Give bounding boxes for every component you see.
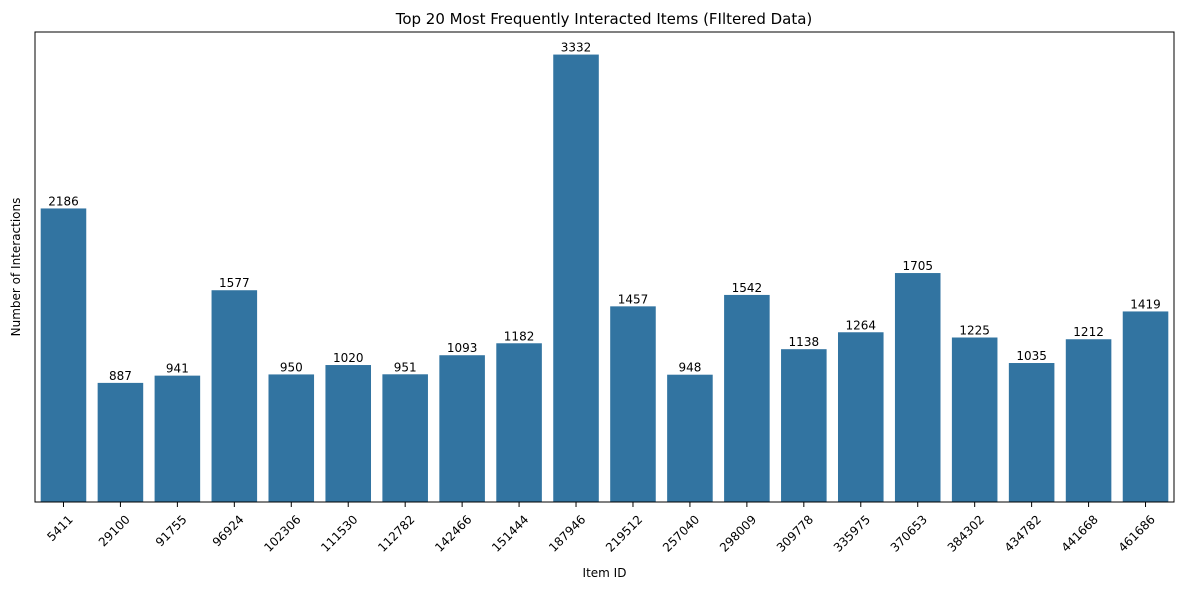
- x-tick-label-219512: 219512: [603, 512, 645, 554]
- data-label-434782: 1035: [1016, 349, 1047, 363]
- x-tick-label-111530: 111530: [318, 512, 360, 554]
- bar-111530: [325, 365, 372, 502]
- data-label-5411: 2186: [48, 194, 79, 208]
- data-label-441668: 1212: [1073, 325, 1104, 339]
- bar-257040: [667, 374, 713, 502]
- x-tick-label-370653: 370653: [888, 512, 930, 554]
- bar-309778: [781, 349, 827, 502]
- bar-151444: [496, 343, 542, 502]
- bar-29100: [97, 382, 144, 502]
- x-tick-label-112782: 112782: [375, 512, 417, 554]
- data-label-257040: 948: [678, 361, 701, 375]
- bar-434782: [1008, 363, 1055, 502]
- data-label-91755: 941: [166, 362, 189, 376]
- x-axis-label: Item ID: [583, 566, 627, 580]
- y-axis-label: Number of Interactions: [9, 198, 23, 337]
- x-tick-label-91755: 91755: [153, 512, 190, 549]
- bars-layer: [40, 54, 1169, 503]
- bar-370653: [894, 273, 941, 502]
- x-tick-label-461686: 461686: [1116, 512, 1158, 554]
- data-label-96924: 1577: [219, 276, 250, 290]
- bar-102306: [268, 374, 315, 502]
- bar-96924: [211, 290, 258, 502]
- data-labels-layer: 2186 887 941 1577 950 1020 951 1093 1182 3332 1457…: [48, 41, 1161, 383]
- bar-384302: [951, 337, 998, 502]
- x-tick-label-187946: 187946: [546, 512, 588, 554]
- bar-91755: [154, 375, 201, 502]
- x-ticks-layer: 5411 29100 91755 96924 102306 111530 112782 142…: [44, 502, 1158, 555]
- x-tick-label-257040: 257040: [660, 512, 702, 554]
- plot-frame: [34, 31, 1175, 503]
- data-label-298009: 1542: [732, 281, 763, 295]
- bar-441668: [1065, 339, 1112, 502]
- bar-335975: [837, 332, 884, 502]
- x-tick-label-309778: 309778: [774, 512, 816, 554]
- data-label-102306: 950: [280, 360, 303, 374]
- data-label-384302: 1225: [959, 324, 990, 338]
- bar-461686: [1122, 311, 1169, 502]
- data-label-111530: 1020: [333, 351, 364, 365]
- x-tick-label-29100: 29100: [96, 512, 133, 549]
- data-label-219512: 1457: [618, 292, 649, 306]
- data-label-142466: 1093: [447, 341, 478, 355]
- data-label-29100: 887: [109, 369, 132, 383]
- data-label-112782: 951: [394, 360, 417, 374]
- x-tick-label-434782: 434782: [1002, 512, 1044, 554]
- x-tick-label-384302: 384302: [945, 512, 987, 554]
- x-tick-label-441668: 441668: [1059, 512, 1101, 554]
- x-tick-label-102306: 102306: [261, 512, 303, 554]
- data-label-187946: 3332: [561, 41, 592, 55]
- x-tick-label-298009: 298009: [717, 512, 759, 554]
- x-tick-label-5411: 5411: [44, 512, 75, 543]
- data-label-370653: 1705: [902, 259, 933, 273]
- data-label-309778: 1138: [789, 335, 820, 349]
- x-tick-label-96924: 96924: [210, 512, 247, 549]
- bar-5411: [40, 208, 87, 503]
- bar-298009: [724, 294, 770, 502]
- bar-187946: [553, 54, 599, 503]
- data-label-461686: 1419: [1130, 297, 1161, 311]
- data-label-335975: 1264: [846, 318, 877, 332]
- bar-112782: [382, 374, 428, 502]
- data-label-151444: 1182: [504, 329, 535, 343]
- x-tick-label-335975: 335975: [831, 512, 873, 554]
- x-tick-label-142466: 142466: [432, 512, 474, 554]
- bar-142466: [439, 355, 485, 502]
- x-tick-label-151444: 151444: [489, 512, 531, 554]
- bar-219512: [610, 306, 656, 502]
- chart-title: Top 20 Most Frequently Interacted Items …: [395, 10, 813, 28]
